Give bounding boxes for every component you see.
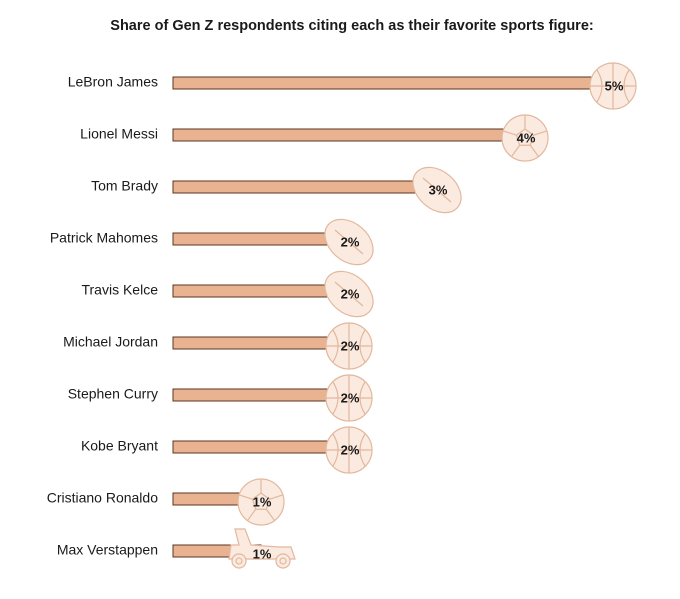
- value-label: 2%: [341, 286, 360, 301]
- icon-wheel: [275, 553, 291, 569]
- value-label: 4%: [517, 130, 536, 145]
- bar: [172, 232, 350, 246]
- category-label: Stephen Curry: [68, 386, 158, 402]
- icon-seam: [332, 381, 366, 415]
- value-label: 2%: [341, 234, 360, 249]
- bar: [172, 440, 350, 454]
- icon-seam: [596, 69, 630, 103]
- icon: [237, 478, 285, 526]
- icon-seam: [515, 128, 535, 146]
- bar: [172, 336, 350, 350]
- icon-seam: [334, 281, 364, 307]
- bar: [172, 76, 614, 90]
- plot: LeBron James 5% Lionel Messi 4% Tom Brady 3% P…: [47, 62, 637, 569]
- value-label: 2%: [341, 390, 360, 405]
- value-label: 3%: [429, 182, 448, 197]
- category-label: LeBron James: [68, 74, 158, 90]
- icon-wheel: [279, 557, 287, 565]
- category-label: Travis Kelce: [81, 282, 158, 298]
- icon-wheel: [235, 557, 243, 565]
- bar: [172, 388, 350, 402]
- icon: [324, 270, 374, 318]
- icon-seam: [247, 508, 257, 521]
- icon-seam: [529, 144, 539, 157]
- icon-seam: [239, 494, 253, 500]
- icon-seam: [251, 492, 271, 510]
- icon-seam: [269, 494, 283, 500]
- icon: [324, 218, 374, 266]
- icon-seam: [422, 177, 452, 203]
- category-label: Max Verstappen: [57, 542, 158, 558]
- icon: [325, 426, 373, 474]
- icon: [228, 528, 296, 569]
- icon-seam: [332, 329, 366, 363]
- value-label: 2%: [341, 442, 360, 457]
- icon-seam: [533, 130, 547, 136]
- icon-shape: [237, 478, 285, 526]
- icon-shape: [228, 528, 296, 560]
- icon: [325, 322, 373, 370]
- icon: [501, 114, 549, 162]
- category-label: Kobe Bryant: [81, 438, 158, 454]
- value-label: 1%: [253, 494, 272, 509]
- icon-seam: [511, 144, 521, 157]
- bar: [172, 128, 526, 142]
- icon: [589, 62, 637, 110]
- category-label: Patrick Mahomes: [50, 230, 158, 246]
- chart-title: Share of Gen Z respondents citing each a…: [110, 18, 593, 34]
- value-label: 2%: [341, 338, 360, 353]
- icon-seam: [503, 130, 517, 136]
- bar: [172, 180, 438, 194]
- icon-wheel: [231, 553, 247, 569]
- category-label: Michael Jordan: [63, 334, 158, 350]
- icon: [412, 166, 462, 214]
- icon-seam: [334, 229, 364, 255]
- category-label: Cristiano Ronaldo: [47, 490, 158, 506]
- value-label: 1%: [253, 546, 272, 561]
- category-label: Lionel Messi: [80, 126, 158, 142]
- category-label: Tom Brady: [91, 178, 158, 194]
- icon: [325, 374, 373, 422]
- bar: [172, 284, 350, 298]
- icon-seam: [265, 508, 275, 521]
- icon-seam: [332, 433, 366, 467]
- value-label: 5%: [605, 78, 624, 93]
- icon-shape: [501, 114, 549, 162]
